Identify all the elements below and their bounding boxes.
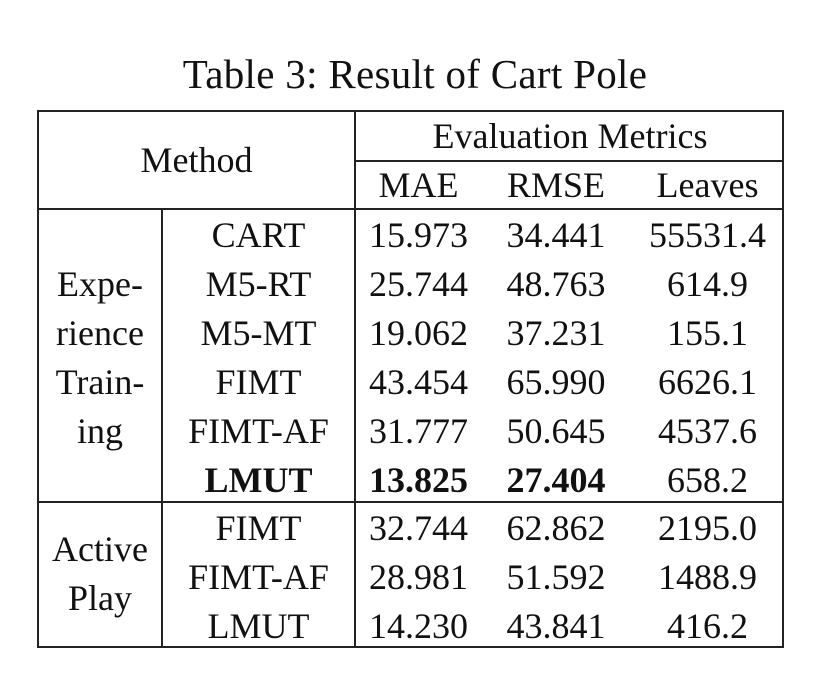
header-metrics-group: Evaluation Metrics	[432, 116, 708, 156]
table-cell-leaves: 4537.6	[658, 410, 757, 451]
table-cell-rmse: 65.990	[506, 361, 606, 402]
results-table: Method Evaluation Metrics MAE RMSE Leave…	[37, 110, 784, 648]
table-caption: Table 3: Result of Cart Pole	[182, 51, 648, 97]
header-rmse: RMSE	[506, 165, 606, 205]
divider-method-metrics	[354, 112, 356, 648]
group-label-active-play: Active Play	[52, 529, 148, 618]
table-cell-rmse: 34.441	[506, 214, 606, 255]
table-cell-leaves: 1488.9	[658, 556, 757, 597]
table-cell-mae: 13.825	[369, 459, 468, 500]
group-label-experience-training: Expe- rience Train- ing	[55, 264, 145, 451]
divider-setting-method	[161, 208, 163, 648]
header-leaves: Leaves	[656, 165, 759, 205]
table-cell-method: FIMT-AF	[188, 556, 329, 597]
table-cell-mae: 14.230	[369, 605, 468, 646]
table-cell-method: LMUT	[204, 459, 313, 500]
table-cell-leaves: 55531.4	[649, 214, 766, 255]
table-cell-leaves: 416.2	[667, 605, 748, 646]
table-cell-method: FIMT	[215, 361, 302, 402]
table-cell-method: FIMT	[215, 507, 302, 548]
table-cell-method: M5-MT	[200, 312, 317, 353]
table-cell-method: FIMT-AF	[188, 410, 329, 451]
header-method: Method	[140, 140, 253, 180]
table-cell-rmse: 37.231	[506, 312, 606, 353]
table-cell-leaves: 155.1	[667, 312, 748, 353]
table-cell-rmse: 50.645	[506, 410, 606, 451]
table-cell-leaves: 614.9	[667, 263, 748, 304]
table-cell-method: LMUT	[207, 605, 310, 646]
table-cell-leaves: 658.2	[667, 459, 748, 500]
divider-header	[39, 208, 784, 210]
table-cell-rmse: 62.862	[506, 507, 606, 548]
table-cell-mae: 15.973	[369, 214, 468, 255]
table-cell-mae: 32.744	[369, 507, 468, 548]
table-cell-rmse: 51.592	[506, 556, 606, 597]
table-cell-mae: 43.454	[369, 361, 468, 402]
table-cell-rmse: 27.404	[506, 459, 606, 500]
table-cell-mae: 28.981	[369, 556, 468, 597]
table-cell-rmse: 48.763	[506, 263, 606, 304]
table-cell-method: CART	[211, 214, 306, 255]
divider-metrics-group	[354, 160, 784, 162]
table-cell-mae: 19.062	[369, 312, 468, 353]
table-cell-leaves: 2195.0	[658, 507, 757, 548]
divider-groups	[39, 501, 784, 503]
table-cell-leaves: 6626.1	[658, 361, 757, 402]
table-cell-method: M5-RT	[205, 263, 312, 304]
table-cell-rmse: 43.841	[506, 605, 606, 646]
table-cell-mae: 25.744	[369, 263, 468, 304]
table-cell-mae: 31.777	[369, 410, 468, 451]
header-mae: MAE	[378, 165, 459, 205]
